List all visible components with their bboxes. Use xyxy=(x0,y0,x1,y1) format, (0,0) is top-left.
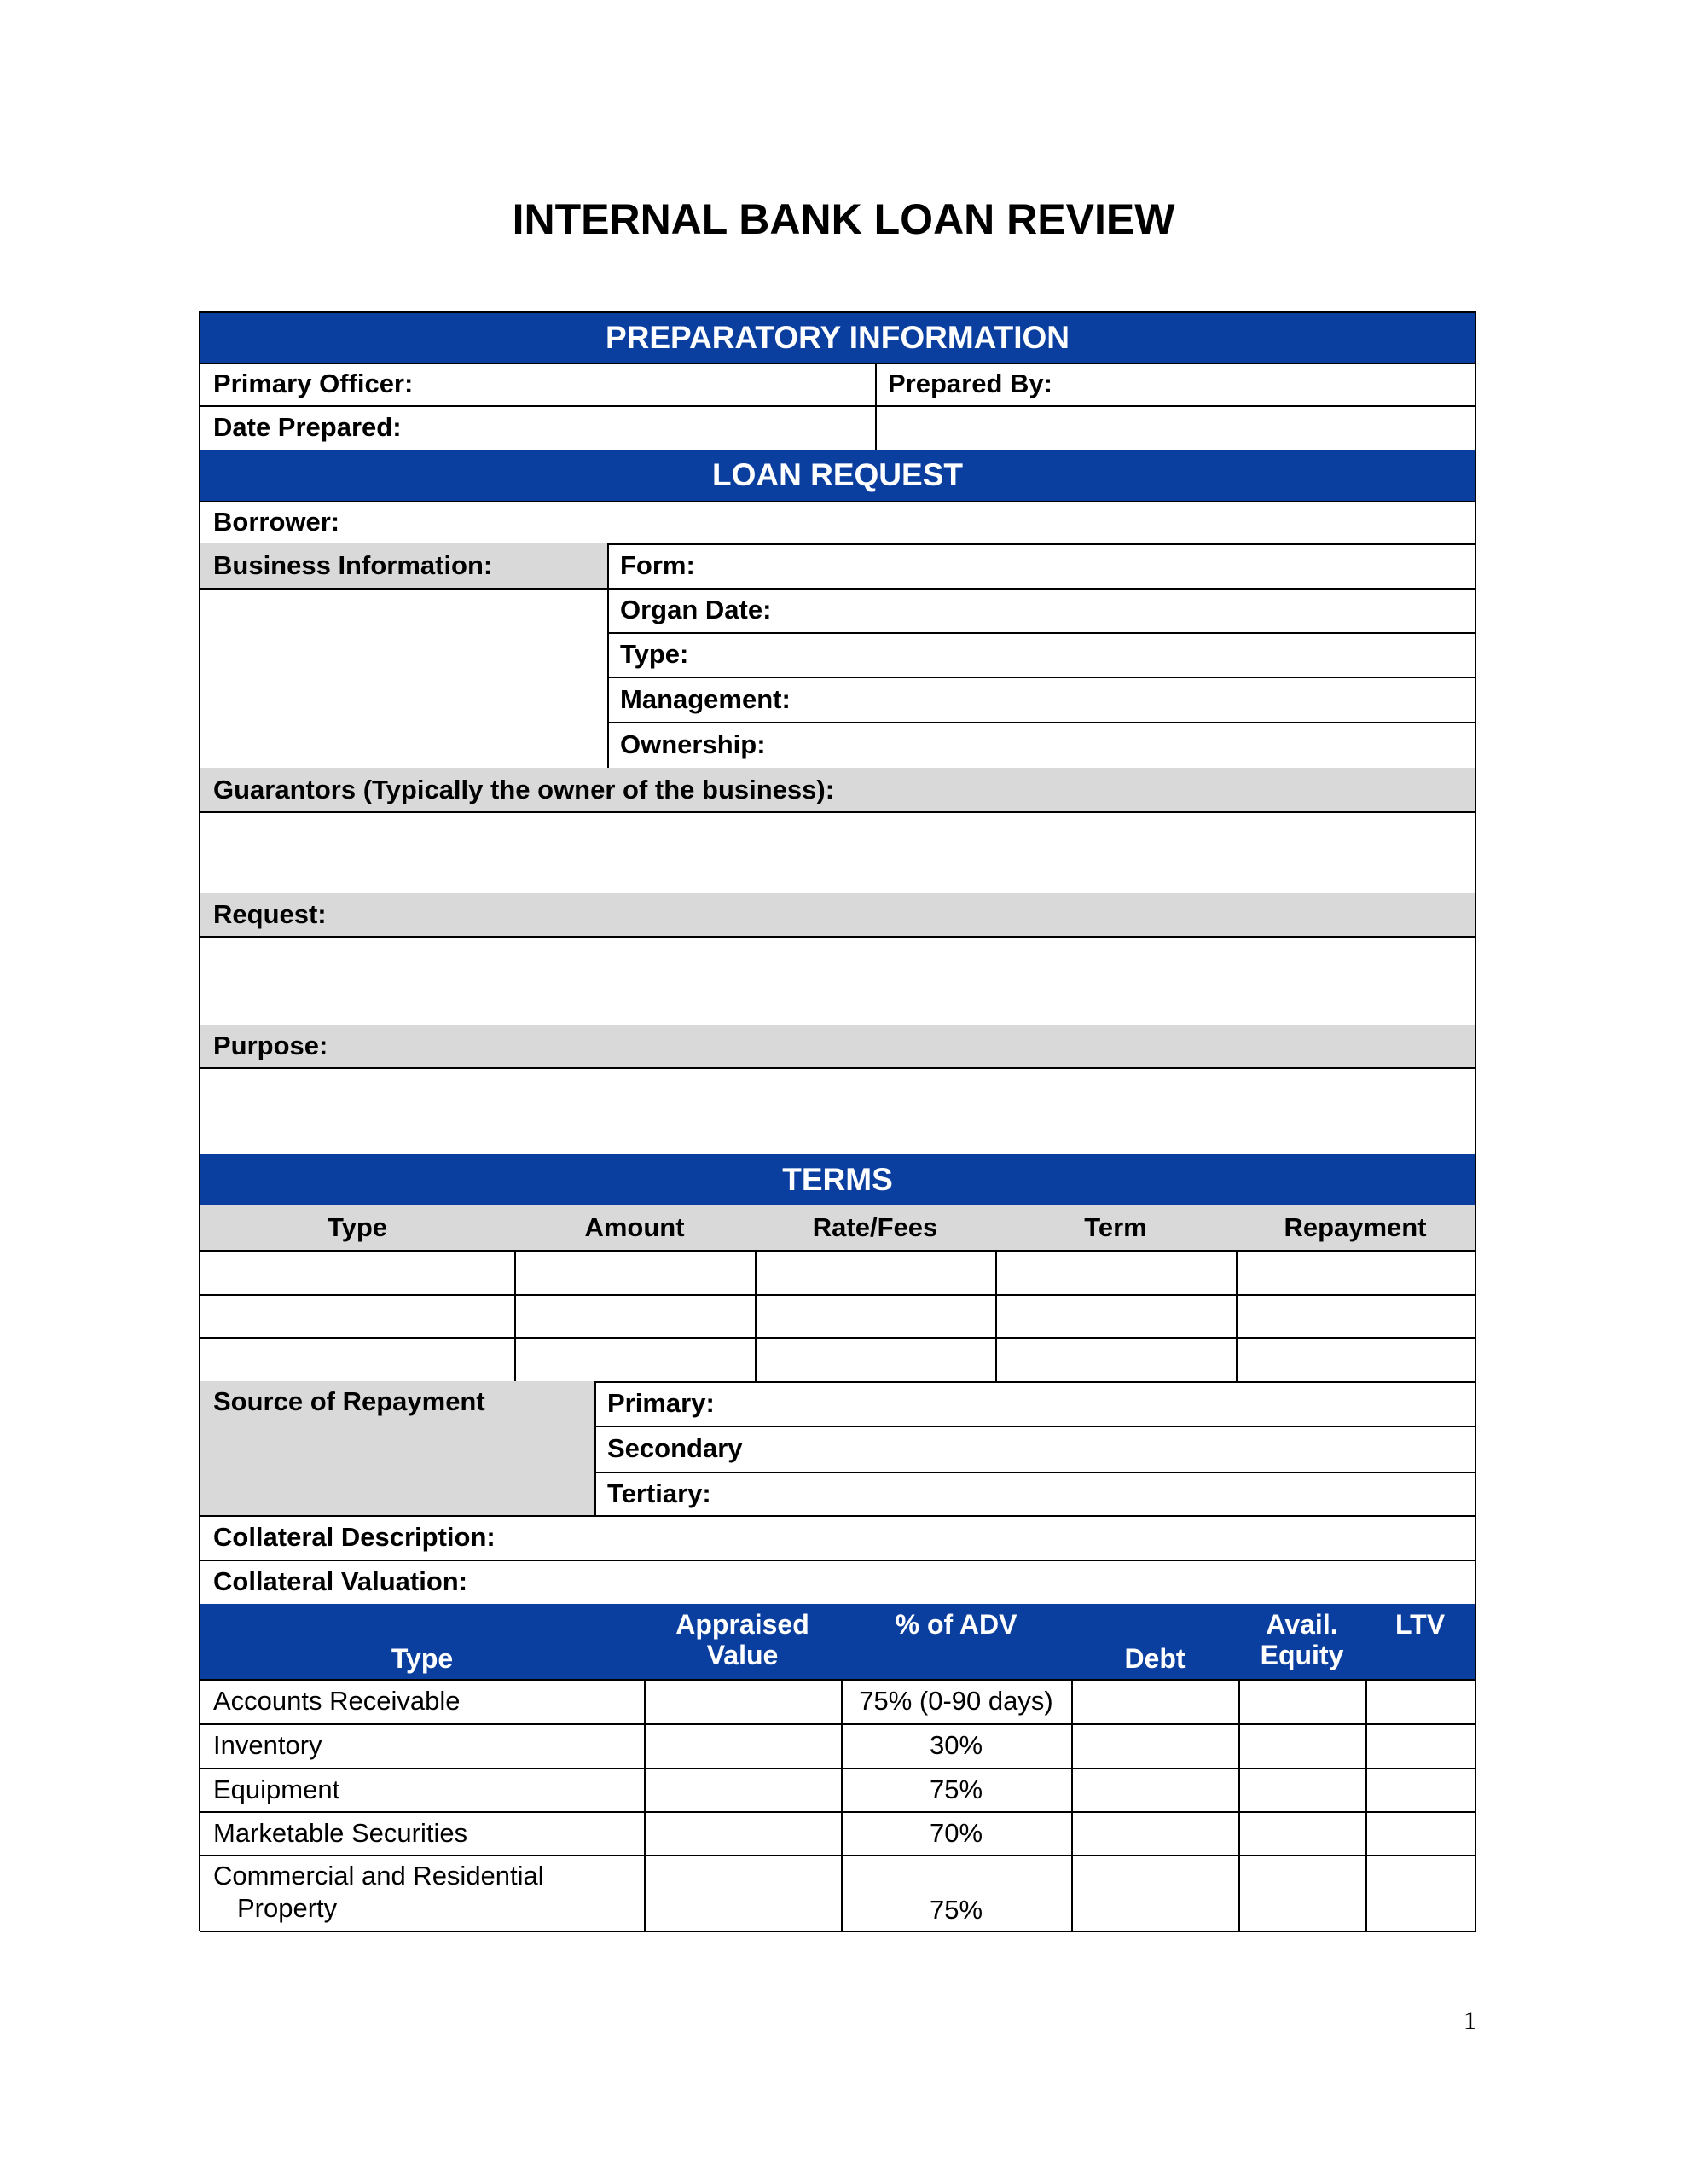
pct-adv-cell: 75% xyxy=(841,1855,1073,1932)
business-information-label: Business Information: xyxy=(200,543,609,590)
date-prepared-field[interactable]: Date Prepared: xyxy=(200,405,877,451)
terms-col-amount: Amount xyxy=(514,1205,757,1252)
page-number: 1 xyxy=(1464,2007,1476,2035)
avail-equity-cell[interactable] xyxy=(1238,1679,1367,1725)
terms-col-term: Term xyxy=(995,1205,1238,1252)
request-label: Request: xyxy=(200,893,1476,938)
terms-cell[interactable] xyxy=(755,1294,997,1339)
collateral-type-cell: Commercial and Residential Property xyxy=(200,1855,646,1932)
guarantors-label: Guarantors (Typically the owner of the b… xyxy=(200,768,1476,813)
appraised-value-cell[interactable] xyxy=(644,1768,843,1813)
terms-cell[interactable] xyxy=(755,1250,997,1296)
collateral-valuation-field[interactable]: Collateral Valuation: xyxy=(200,1560,1476,1606)
ownership-field[interactable]: Ownership: xyxy=(607,722,1476,770)
pct-adv-cell: 75% (0-90 days) xyxy=(841,1679,1073,1725)
terms-cell[interactable] xyxy=(995,1294,1238,1339)
organ-date-field[interactable]: Organ Date: xyxy=(607,588,1476,634)
secondary-repayment-field[interactable]: Secondary xyxy=(594,1426,1476,1473)
collateral-col-avail-equity: Avail. Equity xyxy=(1238,1604,1367,1681)
collateral-description-field[interactable]: Collateral Description: xyxy=(200,1515,1476,1561)
collateral-col-ltv: LTV xyxy=(1365,1604,1476,1681)
prepared-by-field[interactable]: Prepared By: xyxy=(875,363,1476,407)
terms-cell[interactable] xyxy=(200,1294,516,1339)
terms-cell[interactable] xyxy=(200,1250,516,1296)
form-field[interactable]: Form: xyxy=(607,543,1476,590)
tertiary-repayment-field[interactable]: Tertiary: xyxy=(594,1472,1476,1517)
appraised-value-cell[interactable] xyxy=(644,1811,843,1856)
collateral-type-cell: Marketable Securities xyxy=(200,1811,646,1856)
management-field[interactable]: Management: xyxy=(607,677,1476,723)
ltv-cell[interactable] xyxy=(1365,1679,1476,1725)
collateral-type-line1: Commercial and Residential xyxy=(213,1861,544,1891)
terms-col-type: Type xyxy=(200,1205,516,1252)
collateral-type-cell: Inventory xyxy=(200,1723,646,1769)
collateral-type-cell: Equipment xyxy=(200,1768,646,1813)
debt-cell[interactable] xyxy=(1071,1811,1240,1856)
loan-review-form: PREPARATORY INFORMATION Primary Officer:… xyxy=(199,311,1476,1932)
debt-cell[interactable] xyxy=(1071,1855,1240,1932)
terms-cell[interactable] xyxy=(1236,1337,1476,1383)
borrower-field[interactable]: Borrower: xyxy=(200,501,1476,545)
page-title: INTERNAL BANK LOAN REVIEW xyxy=(512,195,1175,243)
collateral-type-cell: Accounts Receivable xyxy=(200,1679,646,1725)
terms-cell[interactable] xyxy=(200,1337,516,1383)
section-header-terms: TERMS xyxy=(200,1154,1476,1207)
business-information-field[interactable] xyxy=(200,588,609,770)
guarantors-field[interactable] xyxy=(200,811,1476,895)
avail-equity-cell[interactable] xyxy=(1238,1855,1367,1932)
terms-cell[interactable] xyxy=(995,1337,1238,1383)
collateral-col-appraised-value: Appraised Value xyxy=(644,1604,843,1681)
avail-equity-cell[interactable] xyxy=(1238,1723,1367,1769)
debt-cell[interactable] xyxy=(1071,1768,1240,1813)
source-of-repayment-label: Source of Repayment xyxy=(200,1381,596,1517)
appraised-value-cell[interactable] xyxy=(644,1723,843,1769)
primary-officer-field[interactable]: Primary Officer: xyxy=(200,363,877,407)
collateral-col-debt: Debt xyxy=(1071,1604,1240,1681)
collateral-col-type: Type xyxy=(200,1604,646,1681)
blank-cell[interactable] xyxy=(875,405,1476,451)
debt-cell[interactable] xyxy=(1071,1723,1240,1769)
collateral-col-pct-adv: % of ADV xyxy=(841,1604,1073,1681)
terms-cell[interactable] xyxy=(514,1337,757,1383)
appraised-value-cell[interactable] xyxy=(644,1855,843,1932)
section-header-preparatory: PREPARATORY INFORMATION xyxy=(200,313,1476,364)
pct-adv-cell: 30% xyxy=(841,1723,1073,1769)
terms-col-repayment: Repayment xyxy=(1236,1205,1476,1252)
request-field[interactable] xyxy=(200,936,1476,1026)
purpose-field[interactable] xyxy=(200,1067,1476,1156)
appraised-value-cell[interactable] xyxy=(644,1679,843,1725)
terms-col-rate-fees: Rate/Fees xyxy=(755,1205,997,1252)
terms-cell[interactable] xyxy=(1236,1294,1476,1339)
pct-adv-cell: 70% xyxy=(841,1811,1073,1856)
avail-equity-cell[interactable] xyxy=(1238,1768,1367,1813)
ltv-cell[interactable] xyxy=(1365,1855,1476,1932)
primary-repayment-field[interactable]: Primary: xyxy=(594,1381,1476,1427)
terms-cell[interactable] xyxy=(995,1250,1238,1296)
terms-cell[interactable] xyxy=(514,1250,757,1296)
purpose-label: Purpose: xyxy=(200,1025,1476,1069)
section-header-loan-request: LOAN REQUEST xyxy=(200,450,1476,502)
terms-cell[interactable] xyxy=(514,1294,757,1339)
type-field[interactable]: Type: xyxy=(607,632,1476,678)
avail-equity-cell[interactable] xyxy=(1238,1811,1367,1856)
ltv-cell[interactable] xyxy=(1365,1768,1476,1813)
terms-cell[interactable] xyxy=(755,1337,997,1383)
debt-cell[interactable] xyxy=(1071,1679,1240,1725)
terms-cell[interactable] xyxy=(1236,1250,1476,1296)
collateral-type-line2: Property xyxy=(237,1893,338,1923)
ltv-cell[interactable] xyxy=(1365,1723,1476,1769)
ltv-cell[interactable] xyxy=(1365,1811,1476,1856)
pct-adv-cell: 75% xyxy=(841,1768,1073,1813)
